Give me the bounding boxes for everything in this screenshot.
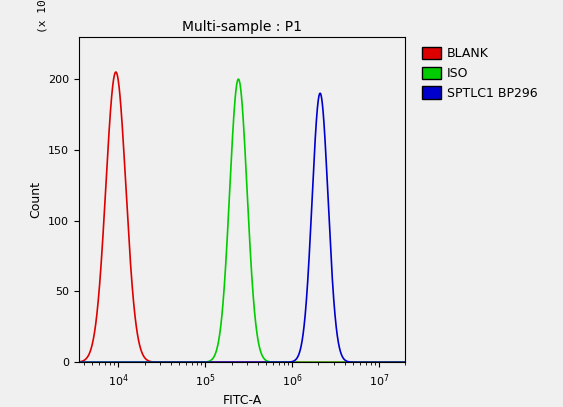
X-axis label: FITC-A: FITC-A	[222, 394, 262, 407]
Y-axis label: Count: Count	[29, 181, 42, 218]
Title: Multi-sample : P1: Multi-sample : P1	[182, 20, 302, 34]
Legend: BLANK, ISO, SPTLC1 BP296: BLANK, ISO, SPTLC1 BP296	[418, 43, 541, 104]
Text: (x 10¹): (x 10¹)	[38, 0, 48, 33]
